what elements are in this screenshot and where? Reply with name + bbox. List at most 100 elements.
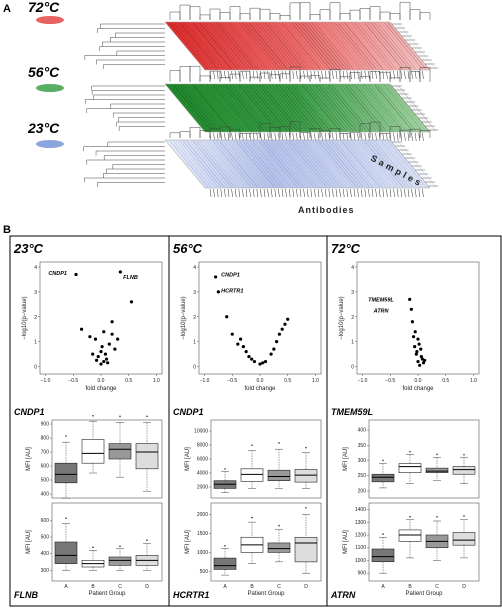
box-ytick: 1300 — [355, 520, 366, 526]
box-xlabel: Patient Group — [88, 591, 126, 597]
volcano-point — [79, 327, 84, 331]
volcano-xtick: 1.0 — [312, 378, 319, 384]
volcano-point — [408, 297, 412, 301]
volcano-point — [416, 337, 420, 341]
volcano-plot: 0 1 2 3 4 −1.0 −0.5 0.0 0.5 1.0 fold change −log10(… — [22, 261, 163, 392]
volcano-ytick: 3 — [34, 290, 37, 296]
bottom-gene-title: HCRTR1 — [173, 590, 209, 600]
volcano-point — [236, 342, 240, 346]
volcano-point — [252, 359, 257, 364]
volcano-point — [216, 290, 221, 294]
volcano-point — [129, 300, 134, 304]
volcano-plot: 0 1 2 3 4 −1.0 −0.5 0.0 0.5 1.0 fold change −log10(… — [339, 261, 480, 392]
volcano-ytick: 1 — [351, 340, 354, 346]
volcano-xtick: 0.0 — [257, 378, 264, 384]
box-xlabel: Patient Group — [247, 591, 285, 597]
antibodies-label: Antibodies — [298, 205, 355, 215]
box-ytick: 6000 — [197, 457, 208, 463]
volcano-xtick: −1.0 — [41, 378, 51, 384]
panel-b-frame — [9, 235, 502, 607]
box-ytick: 1400 — [355, 507, 366, 513]
column-temp-label: 72°C — [331, 241, 361, 256]
volcano-xtick: 0.5 — [125, 378, 132, 384]
volcano-gene-label: ATRN — [373, 309, 390, 315]
box-ytick: 1200 — [355, 533, 366, 539]
box-ytick: 2000 — [197, 485, 208, 491]
group-tick: D — [145, 584, 149, 590]
volcano-point — [104, 357, 109, 361]
box-group-A — [371, 548, 395, 563]
top-gene-title: TMEM59L — [331, 407, 373, 417]
volcano-point — [94, 358, 99, 362]
volcano-xlabel: fold change — [85, 386, 117, 392]
box-group-C — [425, 467, 449, 473]
volcano-point — [411, 335, 416, 339]
volcano-ytick: 0 — [351, 365, 354, 371]
volcano-point — [418, 363, 422, 367]
box-ytick: 1500 — [197, 531, 208, 537]
group-tick: C — [277, 584, 281, 590]
boxplot-bot: 900 1000 1100 1200 1300 1400 MFI [AU] A B C D Patie… — [343, 502, 480, 597]
layer-23 — [36, 121, 439, 198]
group-tick: B — [250, 584, 254, 590]
volcano-ylabel: −log10(p−value) — [339, 296, 345, 339]
dendrogram-samples — [83, 141, 165, 187]
volcano-point — [91, 352, 95, 356]
volcano-xtick: 0.0 — [98, 378, 105, 384]
box-ytick: 900 — [358, 571, 367, 577]
volcano-point — [244, 350, 248, 354]
bottom-gene-title: FLNB — [14, 590, 38, 600]
volcano-point — [258, 362, 262, 366]
volcano-xtick: 0.0 — [415, 378, 422, 384]
volcano-point — [421, 361, 426, 365]
volcano-gene-label: CNDP1 — [48, 271, 67, 277]
volcano-point — [74, 272, 78, 277]
boxplot-bot: 300 400 500 600 MFI [AU] A B C D Patient Group — [26, 502, 163, 597]
volcano-point — [247, 354, 251, 359]
volcano-point — [416, 359, 420, 364]
volcano-point — [110, 332, 114, 336]
box-group-B — [81, 439, 105, 464]
volcano-point — [118, 270, 123, 274]
volcano-point — [414, 352, 418, 356]
volcano-point — [116, 337, 120, 341]
box-group-D — [452, 466, 476, 475]
box-ytick: 400 — [358, 428, 367, 434]
mini-heatmap — [36, 16, 64, 24]
box-group-C — [267, 469, 291, 482]
boxplot-top: 400 500 600 700 800 900 MFI [AU] — [26, 414, 163, 499]
volcano-ytick: 3 — [351, 290, 354, 296]
volcano-point — [96, 354, 100, 359]
volcano-point — [283, 322, 287, 326]
volcano-xlabel: fold change — [402, 386, 434, 392]
volcano-xtick: −0.5 — [385, 378, 395, 384]
volcano-xtick: −0.5 — [227, 378, 237, 384]
box-ytick: 500 — [41, 478, 50, 484]
volcano-point — [106, 361, 110, 365]
volcano-ytick: 2 — [193, 315, 196, 321]
volcano-ytick: 4 — [193, 265, 196, 271]
volcano-xtick: −1.0 — [200, 378, 210, 384]
volcano-gene-label: FLNB — [123, 275, 138, 281]
box-ytick: 8000 — [197, 443, 208, 449]
box-ytick: 600 — [41, 464, 50, 470]
box-ytick: 700 — [41, 450, 50, 456]
volcano-ylabel: −log10(p−value) — [181, 296, 187, 339]
box-ytick: 600 — [41, 518, 50, 524]
group-tick: B — [408, 584, 412, 590]
volcano-point — [113, 347, 117, 351]
group-tick: D — [462, 584, 466, 590]
volcano-xtick: −1.0 — [358, 378, 368, 384]
temp-label-56: 56°C — [28, 64, 60, 80]
volcano-point — [286, 317, 290, 321]
volcano-point — [419, 354, 423, 359]
panel-a-letter: A — [3, 3, 11, 15]
volcano-point — [100, 345, 104, 349]
box-group-C — [267, 542, 291, 553]
box-group-B — [240, 468, 264, 482]
volcano-point — [99, 362, 103, 366]
volcano-ytick: 2 — [34, 315, 37, 321]
volcano-point — [280, 327, 284, 331]
box-ylabel: MFI [AU] — [185, 447, 191, 471]
box-ytick: 1000 — [197, 550, 208, 556]
